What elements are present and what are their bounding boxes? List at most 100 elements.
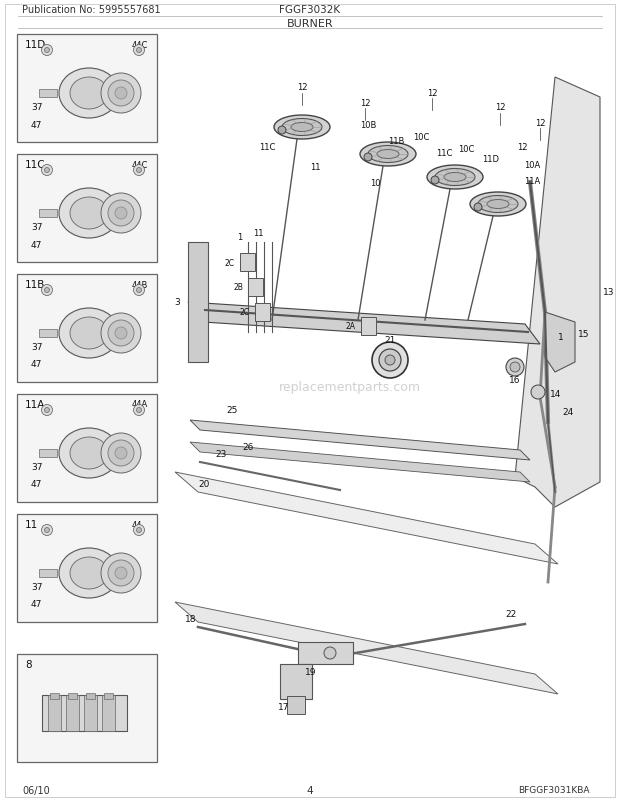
Circle shape [115,327,127,339]
Bar [39,330,57,338]
Ellipse shape [368,146,408,164]
Polygon shape [190,443,530,482]
Text: 11C: 11C [436,148,453,157]
Circle shape [45,168,50,173]
Circle shape [136,48,141,54]
Text: 3: 3 [174,298,180,307]
Text: 23: 23 [215,450,226,459]
Bar [287,696,305,714]
Circle shape [108,440,134,467]
Polygon shape [515,78,600,508]
Circle shape [133,165,144,176]
Text: FGGF3032K: FGGF3032K [280,5,340,15]
Text: 47: 47 [31,241,42,249]
Circle shape [101,433,141,473]
Text: 37: 37 [31,103,43,112]
Circle shape [136,408,141,413]
Circle shape [510,363,520,373]
Ellipse shape [70,437,108,469]
Text: 11C: 11C [259,144,275,152]
Circle shape [372,342,408,379]
Bar [50,693,59,699]
Ellipse shape [59,549,119,598]
Bar [17,35,157,143]
Text: 37: 37 [31,583,43,592]
Circle shape [115,567,127,579]
Circle shape [133,46,144,56]
Ellipse shape [70,318,108,350]
Ellipse shape [59,309,119,358]
Text: 11: 11 [25,520,38,529]
Circle shape [115,88,127,100]
Circle shape [115,208,127,220]
Circle shape [531,386,545,399]
Circle shape [45,408,50,413]
Ellipse shape [478,196,518,213]
Bar [86,693,95,699]
Text: 44C: 44C [132,40,148,50]
Text: 47: 47 [31,600,42,609]
Circle shape [42,405,53,416]
Text: 12: 12 [427,88,437,97]
Text: 10C: 10C [458,145,474,154]
Circle shape [42,286,53,296]
Text: 12: 12 [534,119,545,128]
Circle shape [108,561,134,586]
Bar [248,278,263,297]
Bar [298,642,353,664]
Text: 37: 37 [31,223,43,233]
Ellipse shape [282,119,322,136]
Text: BFGGF3031KBA: BFGGF3031KBA [518,785,590,795]
Ellipse shape [70,557,108,589]
Circle shape [42,165,53,176]
Bar [17,654,157,762]
Text: 12: 12 [495,103,505,112]
Circle shape [45,288,50,294]
Circle shape [431,176,439,184]
Bar [17,274,157,383]
Text: BURNER: BURNER [286,19,334,29]
Circle shape [108,321,134,346]
Text: replacementparts.com: replacementparts.com [279,381,421,394]
Circle shape [506,358,524,376]
Polygon shape [175,602,558,695]
Circle shape [133,405,144,416]
Text: 15: 15 [578,330,590,339]
Bar [42,695,127,731]
Text: 17: 17 [278,703,290,711]
Ellipse shape [427,166,483,190]
Bar [39,449,57,457]
Text: 2A: 2A [346,322,356,331]
Ellipse shape [70,78,108,110]
Circle shape [364,154,372,162]
Text: 13: 13 [603,288,614,297]
Text: 47: 47 [31,120,42,129]
Bar [39,569,57,577]
Circle shape [45,528,50,533]
Circle shape [379,350,401,371]
Bar [48,695,61,731]
Ellipse shape [444,173,466,182]
Text: 1: 1 [237,233,242,242]
Bar [66,695,79,731]
Circle shape [133,525,144,536]
Text: 11A: 11A [524,176,540,185]
Text: 47: 47 [31,480,42,489]
Polygon shape [190,420,530,460]
Text: 11: 11 [253,229,264,237]
Text: 4: 4 [307,785,313,795]
Bar [255,304,270,322]
Text: 10: 10 [370,178,381,187]
Text: 2C: 2C [225,258,235,267]
Bar [102,695,115,731]
Circle shape [108,81,134,107]
Text: 8: 8 [25,659,32,669]
Bar [39,210,57,217]
Circle shape [42,46,53,56]
Text: 2B: 2B [233,283,243,292]
Text: 10C: 10C [413,133,430,142]
Bar [84,695,97,731]
Text: 44C: 44C [132,160,148,169]
Ellipse shape [435,169,475,186]
Text: 19: 19 [305,668,316,677]
